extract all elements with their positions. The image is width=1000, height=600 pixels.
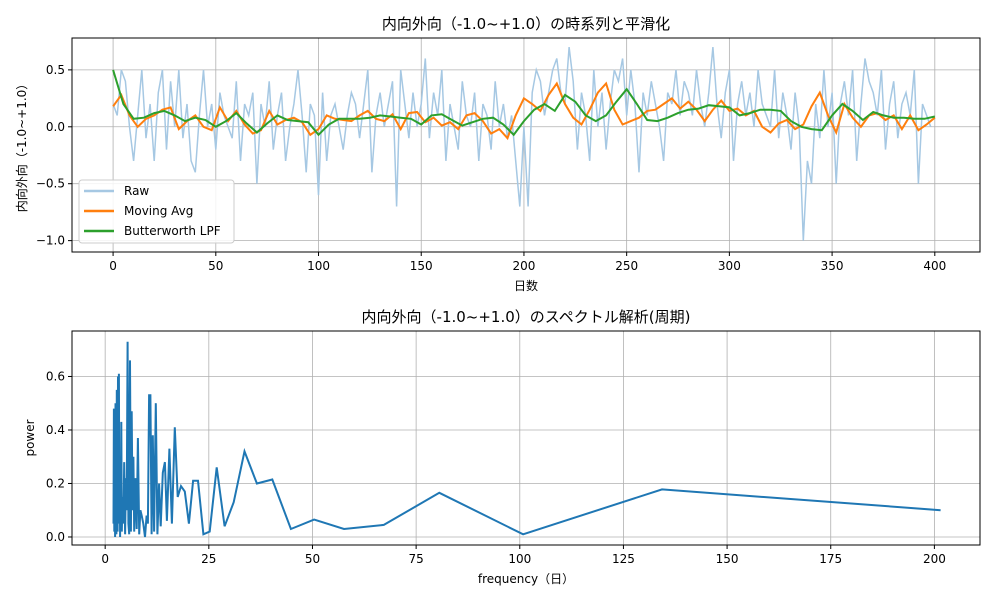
y-tick-label: −0.5 bbox=[36, 177, 65, 191]
legend: Raw Moving Avg Butterworth LPF bbox=[78, 179, 235, 244]
x-tick-label: 200 bbox=[512, 259, 535, 273]
x-axis-label: 日数 bbox=[514, 278, 538, 293]
x-tick-label: 175 bbox=[819, 552, 842, 566]
series-line-raw bbox=[112, 47, 932, 241]
x-tick-label: 200 bbox=[923, 552, 946, 566]
y-axis-label: 内向外向（-1.0~+1.0） bbox=[14, 78, 29, 213]
series-line-moving-avg bbox=[112, 81, 936, 141]
x-tick-label: 50 bbox=[208, 259, 223, 273]
y-tick-label: 0.6 bbox=[46, 369, 65, 383]
x-tick-label: 25 bbox=[201, 552, 216, 566]
y-tick-label: 0.4 bbox=[46, 423, 65, 437]
x-tick-label: 75 bbox=[408, 552, 423, 566]
y-tick-label: 0.0 bbox=[46, 530, 65, 544]
x-tick-label: 100 bbox=[508, 552, 531, 566]
legend-box bbox=[78, 179, 235, 244]
x-tick-label: 250 bbox=[615, 259, 638, 273]
series-line-butterworth-lpf bbox=[112, 69, 936, 137]
y-tick-label: 0.2 bbox=[46, 476, 65, 490]
timeseries-axes: 0 50 100 150 200 250 300 350 400 −1.0 −0.5 0.0 0.5 内向… bbox=[14, 15, 981, 293]
chart-title: 内向外向（-1.0~+1.0）のスペクトル解析(周期) bbox=[362, 308, 691, 326]
x-tick-label: 0 bbox=[101, 552, 109, 566]
spectrum-axes: 0 25 50 75 100 125 150 175 200 0.0 0.2 0.4 0.6 内向外向（-… bbox=[23, 308, 981, 586]
chart-title: 内向外向（-1.0~+1.0）の時系列と平滑化 bbox=[382, 15, 670, 33]
x-tick-label: 150 bbox=[410, 259, 433, 273]
y-tick-label: −1.0 bbox=[36, 234, 65, 248]
x-tick-label: 50 bbox=[305, 552, 320, 566]
x-axis-label: frequency（日） bbox=[478, 572, 574, 586]
legend-label: Butterworth LPF bbox=[124, 224, 221, 238]
x-tick-label: 300 bbox=[718, 259, 741, 273]
y-axis-label: power bbox=[23, 419, 37, 456]
series-line-power bbox=[112, 341, 941, 538]
x-tick-label: 400 bbox=[923, 259, 946, 273]
y-tick-label: 0.5 bbox=[46, 63, 65, 77]
x-tick-label: 125 bbox=[612, 552, 635, 566]
x-tick-label: 0 bbox=[109, 259, 117, 273]
axes-frame bbox=[71, 37, 981, 253]
axes-frame bbox=[71, 330, 981, 546]
x-tick-label: 350 bbox=[821, 259, 844, 273]
legend-label: Raw bbox=[124, 184, 149, 198]
legend-label: Moving Avg bbox=[124, 204, 193, 218]
x-tick-label: 150 bbox=[716, 552, 739, 566]
y-tick-label: 0.0 bbox=[46, 120, 65, 134]
x-tick-label: 100 bbox=[307, 259, 330, 273]
